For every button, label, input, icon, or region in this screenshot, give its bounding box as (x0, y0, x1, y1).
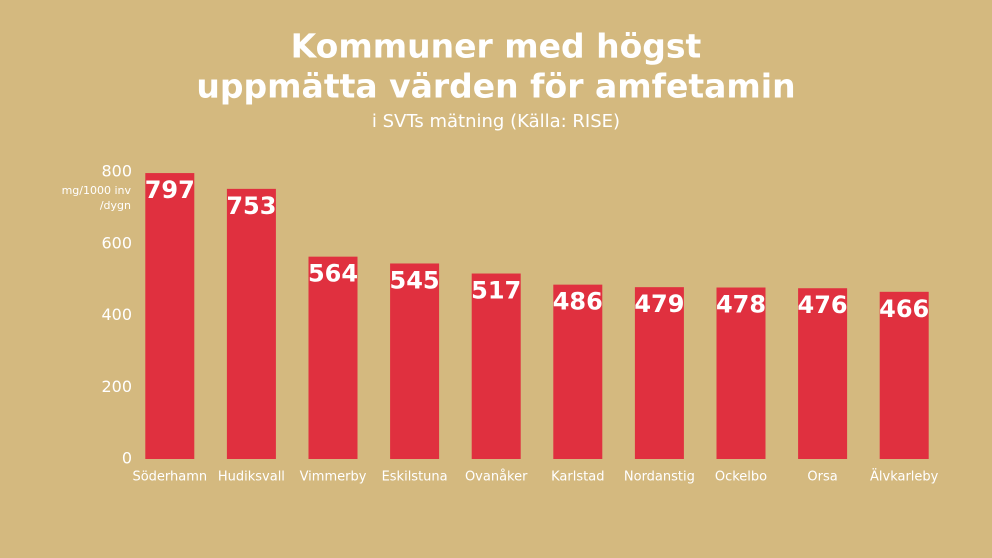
y-tick-label: 800 (101, 162, 132, 181)
bar (308, 256, 358, 459)
chart-subtitle: i SVTs mätning (Källa: RISE) (372, 111, 620, 132)
bar (390, 263, 440, 459)
x-tick-label: Vimmerby (300, 470, 367, 485)
y-tick-label: 400 (101, 305, 132, 324)
x-tick-label: Karlstad (551, 470, 604, 485)
y-tick-label: 600 (101, 233, 132, 252)
value-label: 545 (390, 266, 440, 294)
x-tick-label: Hudiksvall (218, 470, 285, 485)
value-label: 517 (471, 277, 521, 305)
value-label: 486 (553, 288, 603, 316)
value-label: 478 (716, 291, 766, 319)
x-tick-label: Älvkarleby (870, 469, 939, 485)
y-axis-label: /dygn (100, 199, 131, 212)
value-label: 479 (634, 290, 684, 318)
bar (879, 291, 929, 459)
value-label: 466 (879, 295, 929, 323)
x-tick-label: Ockelbo (715, 470, 767, 485)
value-label: 476 (798, 291, 848, 319)
x-tick-label: Ovanåker (465, 470, 528, 485)
bar (553, 284, 603, 459)
bar (634, 287, 684, 459)
y-axis-label: mg/1000 inv (62, 184, 132, 197)
bar (145, 173, 195, 460)
value-label: 564 (308, 260, 358, 288)
x-tick-label: Nordanstig (624, 470, 695, 485)
chart-title: uppmätta värden för amfetamin (196, 67, 795, 106)
x-tick-label: Orsa (807, 470, 837, 485)
chart-title: Kommuner med högst (291, 27, 702, 66)
bar (716, 287, 766, 459)
y-tick-label: 0 (122, 449, 132, 468)
x-tick-label: Söderhamn (132, 470, 207, 485)
bar (226, 188, 276, 459)
y-tick-label: 200 (101, 377, 132, 396)
x-tick-label: Eskilstuna (382, 470, 448, 485)
value-label: 797 (145, 176, 195, 204)
bar (798, 288, 848, 459)
bar (471, 273, 521, 459)
value-label: 753 (226, 192, 276, 220)
